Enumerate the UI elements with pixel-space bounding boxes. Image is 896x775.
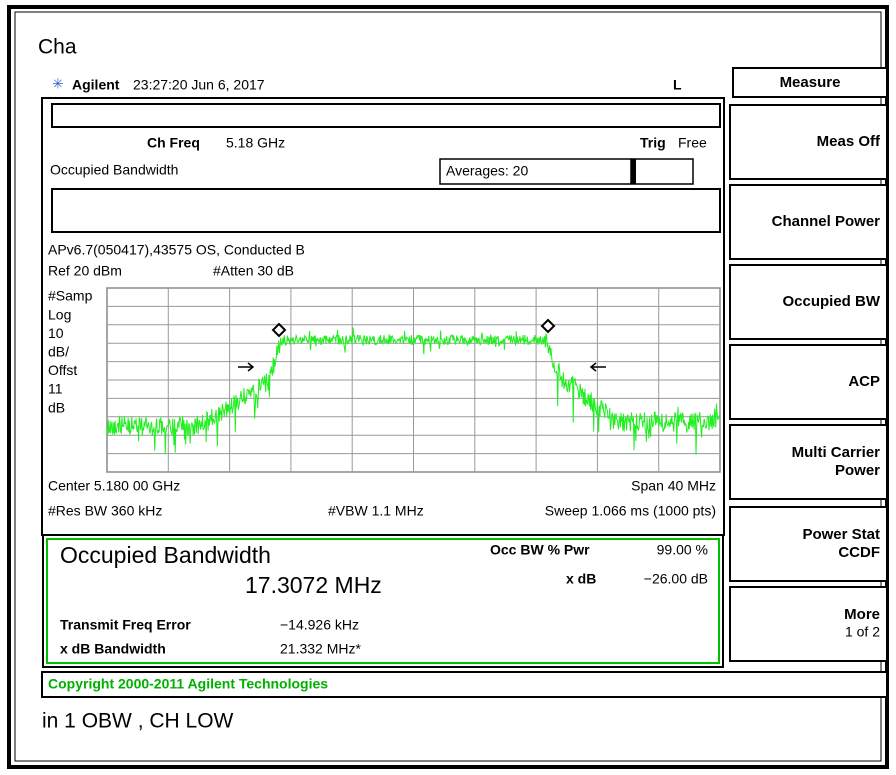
sweep: Sweep 1.066 ms (1000 pts) (545, 503, 716, 519)
scale-label: Offst (48, 362, 77, 378)
brand: Agilent (72, 77, 120, 93)
scale-label: dB/ (48, 344, 69, 360)
copyright-bar (41, 671, 888, 698)
measurement: Occupied Bandwidth (50, 162, 178, 178)
softkey[interactable]: Occupied BW (729, 264, 888, 340)
graticule (106, 287, 721, 473)
trig: Free (678, 135, 707, 151)
vbw: #VBW 1.1 MHz (328, 503, 424, 519)
caption: in 1 OBW , CH LOW (42, 710, 234, 733)
occ-bw-label: Occ BW % Pwr (490, 542, 590, 558)
softkey[interactable]: Channel Power (729, 184, 888, 260)
occ-bw-value: 99.00 % (657, 542, 708, 558)
ch-freq: 5.18 GHz (226, 135, 285, 151)
softkey-label[interactable]: Channel Power (772, 213, 881, 230)
status-bar (51, 103, 721, 128)
softkey-box[interactable] (729, 586, 888, 662)
res-bw: #Res BW 360 kHz (48, 503, 162, 519)
marker-arrow (238, 362, 255, 372)
softkey-box[interactable] (729, 184, 888, 260)
center-freq: Center 5.180 00 GHz (48, 478, 180, 494)
averages: Averages: 20 (446, 163, 528, 179)
scale-label: #Samp (48, 288, 93, 304)
page-title: Cha (38, 36, 77, 59)
softkey-box[interactable] (729, 264, 888, 340)
marker-arrow (589, 362, 606, 372)
info: APv6.7(050417),43575 OS, Conducted B (48, 242, 305, 258)
softkey-label[interactable]: Meas Off (817, 133, 881, 150)
tfe-value: −14.926 kHz (280, 617, 359, 633)
trace-layer (106, 318, 721, 455)
softkey-label[interactable]: Power Stat (802, 526, 880, 543)
results-outer (42, 534, 724, 668)
scale-labels: #Samp Log 10 dB/Offst 11 dB (48, 288, 93, 416)
xdb-value: −26.00 dB (644, 571, 708, 587)
progress-fill (632, 159, 636, 184)
xdb-bw-label: x dB Bandwidth (60, 641, 166, 657)
tfe-label: Transmit Freq Error (60, 617, 191, 633)
softkey-title: Measure (780, 74, 841, 91)
attenuation: #Atten 30 dB (213, 263, 294, 279)
logo-icon: ✳ (52, 76, 64, 92)
span: Span 40 MHz (631, 478, 716, 494)
softkey-sub[interactable]: 1 of 2 (845, 624, 880, 640)
softkey-box[interactable] (729, 424, 888, 500)
scale-label: Log (48, 306, 71, 322)
softkey-box[interactable] (729, 104, 888, 180)
softkey-label[interactable]: CCDF (838, 544, 880, 561)
averages-box (439, 158, 632, 185)
softkey-label[interactable]: Multi Carrier (792, 444, 881, 461)
softkey-label[interactable]: Power (835, 462, 880, 479)
softkeys: Meas Off Channel Power Occupied BW ACP Multi… (729, 104, 888, 662)
copyright: Copyright 2000-2011 Agilent Technologies (48, 676, 328, 692)
xdb-bw-value: 21.332 MHz* (280, 641, 361, 657)
results-title: Occupied Bandwidth (60, 542, 271, 568)
scale-label: dB (48, 399, 65, 415)
indicator: L (673, 77, 682, 93)
softkey-box[interactable] (729, 344, 888, 420)
softkey-label[interactable]: More (844, 606, 880, 623)
trig-label: Trig (640, 135, 666, 151)
scale-label: 10 (48, 325, 64, 341)
results-box (46, 538, 720, 664)
marker-diamond (271, 322, 287, 338)
ch-freq-label: Ch Freq (147, 135, 200, 151)
softkey-label[interactable]: Occupied BW (782, 293, 880, 310)
softkey-title-box (732, 67, 888, 98)
marker-diamond (540, 318, 556, 334)
spectrum-trace (106, 327, 721, 455)
softkey[interactable]: Meas Off (729, 104, 888, 180)
results-value: 17.3072 MHz (245, 572, 382, 598)
softkey-label[interactable]: ACP (848, 373, 880, 390)
softkey[interactable]: ACP (729, 344, 888, 420)
scale-label: 11 (48, 381, 63, 397)
softkey-box[interactable] (729, 506, 888, 582)
ref-level: Ref 20 dBm (48, 263, 122, 279)
xdb-label: x dB (566, 571, 596, 587)
timestamp: 23:27:20 Jun 6, 2017 (133, 77, 265, 93)
message-box (51, 188, 721, 233)
